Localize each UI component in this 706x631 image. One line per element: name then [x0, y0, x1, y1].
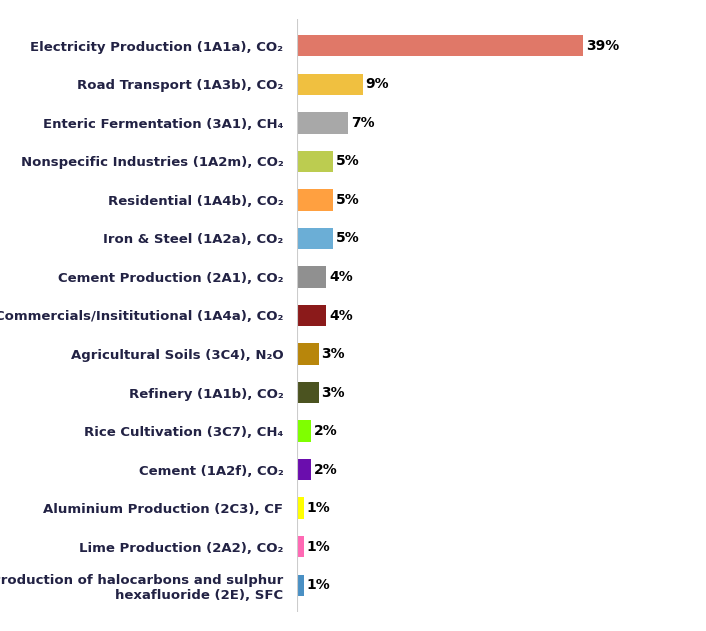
Bar — [297, 228, 333, 249]
Bar — [297, 343, 318, 365]
Text: 4%: 4% — [329, 270, 352, 284]
Bar — [297, 459, 311, 480]
Bar — [297, 74, 363, 95]
Bar — [297, 305, 326, 326]
Bar — [297, 574, 304, 596]
Text: 3%: 3% — [321, 347, 345, 361]
Bar — [297, 112, 348, 134]
Text: 2%: 2% — [314, 424, 338, 438]
Text: 3%: 3% — [321, 386, 345, 399]
Text: 5%: 5% — [336, 155, 360, 168]
Bar — [297, 189, 333, 211]
Bar — [297, 266, 326, 288]
Text: 7%: 7% — [351, 116, 375, 130]
Bar — [297, 497, 304, 519]
Bar — [297, 151, 333, 172]
Text: 4%: 4% — [329, 309, 352, 322]
Text: 5%: 5% — [336, 232, 360, 245]
Text: 5%: 5% — [336, 193, 360, 207]
Bar — [297, 420, 311, 442]
Bar — [297, 382, 318, 403]
Bar — [297, 536, 304, 557]
Text: 2%: 2% — [314, 463, 338, 476]
Text: 9%: 9% — [366, 78, 389, 91]
Text: 1%: 1% — [307, 501, 330, 515]
Text: 1%: 1% — [307, 540, 330, 553]
Bar — [297, 35, 583, 57]
Text: 39%: 39% — [586, 39, 620, 53]
Text: 1%: 1% — [307, 578, 330, 592]
